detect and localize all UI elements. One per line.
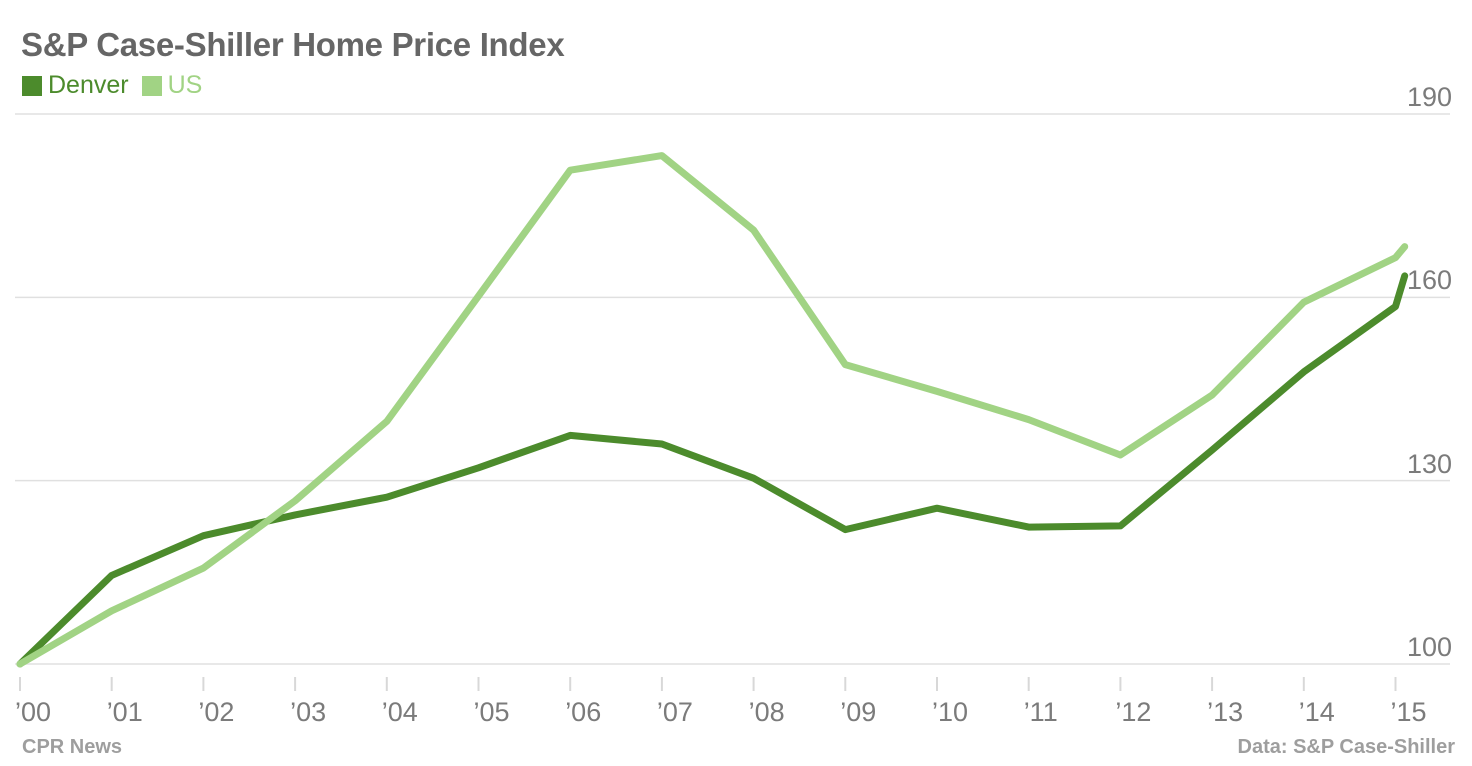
x-axis-label-2006: ’06 [565, 697, 602, 727]
y-axis-label-130: 130 [1406, 448, 1452, 479]
x-axis-label-2002: ’02 [198, 697, 235, 727]
x-axis-label-2011: ’11 [1023, 697, 1058, 727]
x-axis-label-2005: ’05 [473, 697, 510, 727]
legend-item-us: US [141, 71, 203, 99]
legend-label-us: US [167, 71, 203, 99]
legend-item-denver: Denver [22, 73, 129, 98]
series-line-denver [16, 272, 1409, 668]
chart-legend: Denver US [22, 73, 215, 98]
x-axis-label-2015: ’15 [1390, 697, 1427, 727]
y-axis-label-190: 190 [1406, 82, 1452, 112]
x-axis-label-2008: ’08 [748, 697, 785, 727]
x-axis-label-2013: ’13 [1207, 697, 1244, 727]
x-axis-label-2000: ’00 [15, 697, 52, 727]
x-axis-label-2009: ’09 [840, 697, 877, 727]
source-attribution: CPR News [22, 736, 123, 758]
legend-label-denver: Denver [48, 71, 129, 99]
data-source-note: Data: S&P Case-Shiller [1237, 736, 1456, 758]
chart-title: S&P Case-Shiller Home Price Index [21, 26, 565, 63]
x-axis-label-2014: ’14 [1298, 697, 1335, 727]
series-line-us [16, 152, 1409, 668]
legend-swatch-us [141, 75, 162, 96]
x-axis-label-2007: ’07 [656, 697, 693, 727]
y-axis-label-160: 160 [1406, 265, 1452, 296]
x-axis-label-2004: ’04 [381, 697, 418, 727]
x-axis-label-2012: ’12 [1115, 697, 1152, 727]
x-axis-label-2010: ’10 [932, 697, 969, 727]
y-axis-label-100: 100 [1406, 632, 1452, 662]
legend-swatch-denver [22, 75, 42, 96]
x-axis-label-2003: ’03 [290, 697, 327, 727]
x-axis-label-2001: ’01 [106, 697, 143, 727]
